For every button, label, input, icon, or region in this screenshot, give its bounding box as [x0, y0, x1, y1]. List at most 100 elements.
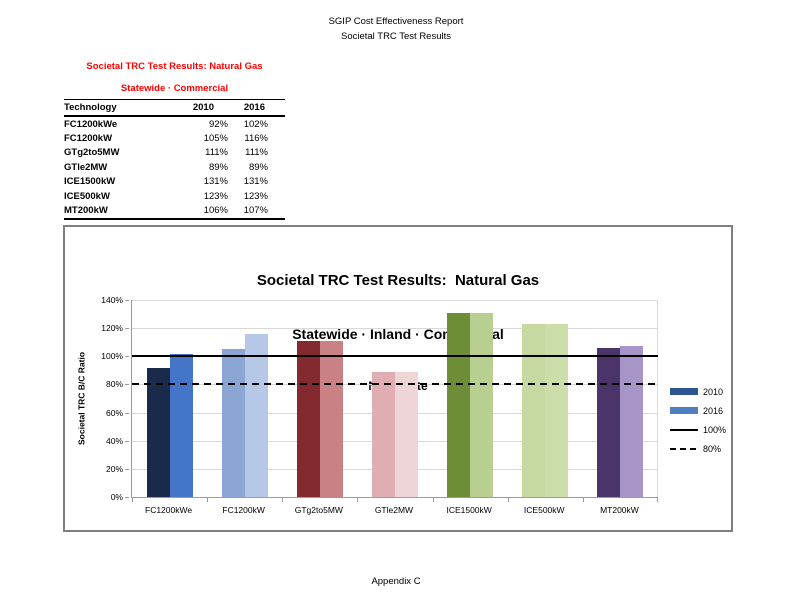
bar-2016-FC1200kW — [244, 333, 268, 497]
y-tick-label: 20% — [105, 463, 123, 474]
bar-2010-ICE500kW — [522, 323, 546, 497]
value-cell: 123% — [243, 190, 268, 202]
category-label-ICE500kW: ICE500kW — [523, 505, 565, 515]
legend-entry-80%: 80% — [670, 439, 726, 458]
bar-2010-GTg2to5MW — [296, 340, 320, 497]
legend-label: 2016 — [703, 405, 724, 416]
x-tick-mark — [282, 498, 283, 502]
y-tick-label: 120% — [101, 323, 123, 334]
legend-line-sample-80% — [670, 447, 698, 450]
reference-line-80% — [132, 383, 658, 386]
header-line-1: SGIP Cost Effectiveness Report — [328, 16, 464, 27]
bar-2016-ICE1500kW — [470, 312, 494, 497]
y-tick-mark — [125, 412, 129, 414]
bar-2016-GTle2MW — [395, 371, 418, 497]
legend-entry-100%: 100% — [670, 420, 726, 439]
category-label-MT200kW: MT200kW — [600, 505, 639, 515]
gridline — [132, 328, 658, 330]
y-tick-label: 0% — [110, 492, 123, 502]
technology-cell: MT200kW — [64, 205, 108, 217]
legend-swatch-2010 — [670, 388, 698, 395]
y-tick-mark — [125, 300, 129, 301]
technology-cell: FC1200kWe — [64, 118, 118, 130]
legend-label: 80% — [703, 443, 722, 454]
value-cell: 89% — [208, 161, 228, 173]
table-row: GTg2to5MW 111% 111% — [64, 146, 285, 160]
results-table: Technology 2010 2016 FC1200kWe 92% 102% FC120… — [64, 99, 285, 220]
bar-2016-GTg2to5MW — [319, 340, 343, 497]
table-row: ICE500kW 123% 123% — [64, 189, 285, 203]
table-row: FC1200kW 105% 116% — [64, 131, 285, 145]
value-cell: 106% — [203, 205, 228, 217]
y-tick-mark — [125, 440, 129, 442]
technology-cell: ICE1500kW — [64, 176, 116, 188]
technology-cell: GTg2to5MW — [64, 147, 120, 159]
table-row: FC1200kWe 92% 102% — [64, 116, 285, 131]
header-line-2: Societal TRC Test Results — [341, 31, 451, 42]
bar-2010-GTle2MW — [372, 371, 395, 497]
table-row: GTle2MW 89% 89% — [64, 160, 285, 174]
value-cell: 92% — [208, 118, 228, 130]
technology-cell: GTle2MW — [64, 161, 108, 173]
chart-legend: 2010 2016 100% 80% — [670, 382, 726, 458]
chart-title: Societal TRC Test Results: Natural Gas — [256, 272, 540, 289]
y-tick-mark — [125, 356, 129, 358]
legend-label: 100% — [703, 424, 727, 435]
value-cell: 111% — [245, 147, 268, 159]
chart: Societal TRC Test Results: Natural Gas S… — [63, 225, 733, 532]
bar-2010-FC1200kWe — [146, 367, 170, 497]
y-tick-mark — [125, 328, 129, 330]
y-tick-label: 140% — [101, 295, 123, 305]
summary-table-title: Societal TRC Test Results: Natural Gas — [86, 61, 263, 72]
x-tick-mark — [657, 498, 658, 502]
bar-2010-MT200kW — [597, 347, 621, 497]
column-header-2016: 2016 — [243, 102, 265, 113]
value-cell: 116% — [244, 133, 268, 145]
bar-2016-FC1200kWe — [169, 353, 193, 497]
legend-swatch-2016 — [670, 407, 698, 414]
category-label-ICE1500kW: ICE1500kW — [446, 505, 492, 515]
technology-cell: ICE500kW — [64, 190, 110, 202]
y-tick-label: 60% — [105, 407, 123, 418]
x-tick-mark — [357, 498, 358, 502]
y-tick-label: 100% — [101, 351, 123, 362]
plot-area — [131, 300, 658, 502]
y-tick-mark — [125, 468, 129, 470]
legend-label: 2010 — [703, 386, 724, 397]
legend-entry-2010: 2010 — [670, 382, 726, 401]
bar-2010-FC1200kW — [221, 349, 245, 497]
gridline — [132, 300, 658, 301]
plot-right-edge — [657, 300, 658, 497]
table-row: MT200kW 106% 107% — [64, 203, 285, 218]
category-label-FC1200kW: FC1200kW — [222, 505, 265, 515]
bar-2016-ICE500kW — [545, 323, 569, 497]
category-label-FC1200kWe: FC1200kWe — [145, 505, 193, 515]
document-header: SGIP Cost Effectiveness Report Societal … — [0, 14, 792, 44]
value-cell: 111% — [205, 147, 228, 159]
y-axis-ticks: 0% 20% 40% 60% 80% 100% 120% 140% — [83, 295, 129, 502]
x-tick-mark — [583, 498, 584, 502]
legend-line-sample-100% — [670, 428, 698, 431]
value-cell: 107% — [243, 205, 268, 217]
x-tick-mark — [132, 498, 133, 502]
summary-table-section: Societal TRC Test Results: Natural Gas S… — [64, 61, 285, 220]
x-tick-mark — [508, 498, 509, 502]
x-tick-mark — [207, 498, 208, 502]
summary-table-subtitle: Statewide · Commercial — [120, 83, 229, 94]
value-cell: 131% — [243, 176, 268, 188]
reference-line-100% — [132, 355, 658, 358]
y-tick-label: 80% — [105, 379, 123, 390]
column-header-technology: Technology — [64, 102, 117, 113]
value-cell: 123% — [203, 190, 228, 202]
y-tick-label: 40% — [105, 435, 123, 446]
value-cell: 102% — [243, 118, 268, 130]
y-tick-mark — [125, 384, 129, 386]
bar-2010-ICE1500kW — [447, 312, 471, 497]
table-row: ICE1500kW 131% 131% — [64, 175, 285, 189]
technology-cell: FC1200kW — [64, 133, 113, 145]
document-footer: Appendix C — [371, 576, 421, 587]
legend-entry-2016: 2016 — [670, 401, 726, 420]
column-header-2010: 2010 — [192, 102, 214, 113]
value-cell: 105% — [203, 133, 228, 145]
